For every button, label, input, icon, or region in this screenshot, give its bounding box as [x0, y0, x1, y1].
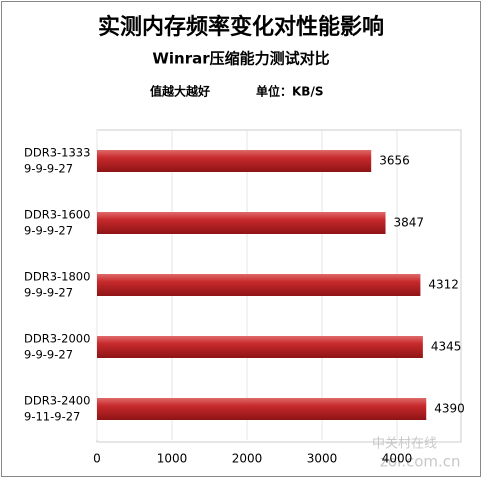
- value-label: 3656: [379, 154, 410, 168]
- bar: [97, 150, 372, 172]
- bar: [97, 212, 386, 234]
- y-tick-label: 9-9-9-27: [24, 162, 73, 176]
- watermark: 中关村在线: [372, 437, 437, 452]
- y-tick-label: 9-9-9-27: [24, 224, 73, 238]
- x-tick-label: 3000: [307, 452, 338, 466]
- y-tick-label: DDR3-2000: [24, 332, 90, 346]
- chart-title: 实测内存频率变化对性能影响: [98, 14, 384, 40]
- annotation: 单位：KB/S: [256, 84, 323, 99]
- value-label: 4312: [428, 278, 459, 292]
- y-tick-label: DDR3-2400: [24, 394, 90, 408]
- y-tick-label: 9-9-9-27: [24, 286, 73, 300]
- y-tick-label: 9-11-9-27: [24, 410, 80, 424]
- value-label: 4345: [431, 340, 462, 354]
- bar: [97, 398, 427, 420]
- chart-subtitle: Winrar压缩能力测试对比: [152, 50, 329, 68]
- y-tick-label: DDR3-1600: [24, 208, 90, 222]
- y-tick-label: 9-9-9-27: [24, 348, 73, 362]
- value-label: 4390: [434, 402, 465, 416]
- x-tick-label: 1000: [157, 452, 188, 466]
- y-tick-label: DDR3-1800: [24, 270, 90, 284]
- y-tick-label: DDR3-1333: [24, 146, 90, 160]
- annotation: 值越大越好: [150, 84, 210, 99]
- x-tick-label: 0: [93, 452, 101, 466]
- x-tick-label: 4000: [382, 452, 413, 466]
- value-label: 3847: [394, 216, 425, 230]
- bar: [97, 336, 423, 358]
- x-tick-label: 2000: [232, 452, 263, 466]
- watermark: zol.com.cn: [380, 453, 461, 471]
- bar: [97, 274, 421, 296]
